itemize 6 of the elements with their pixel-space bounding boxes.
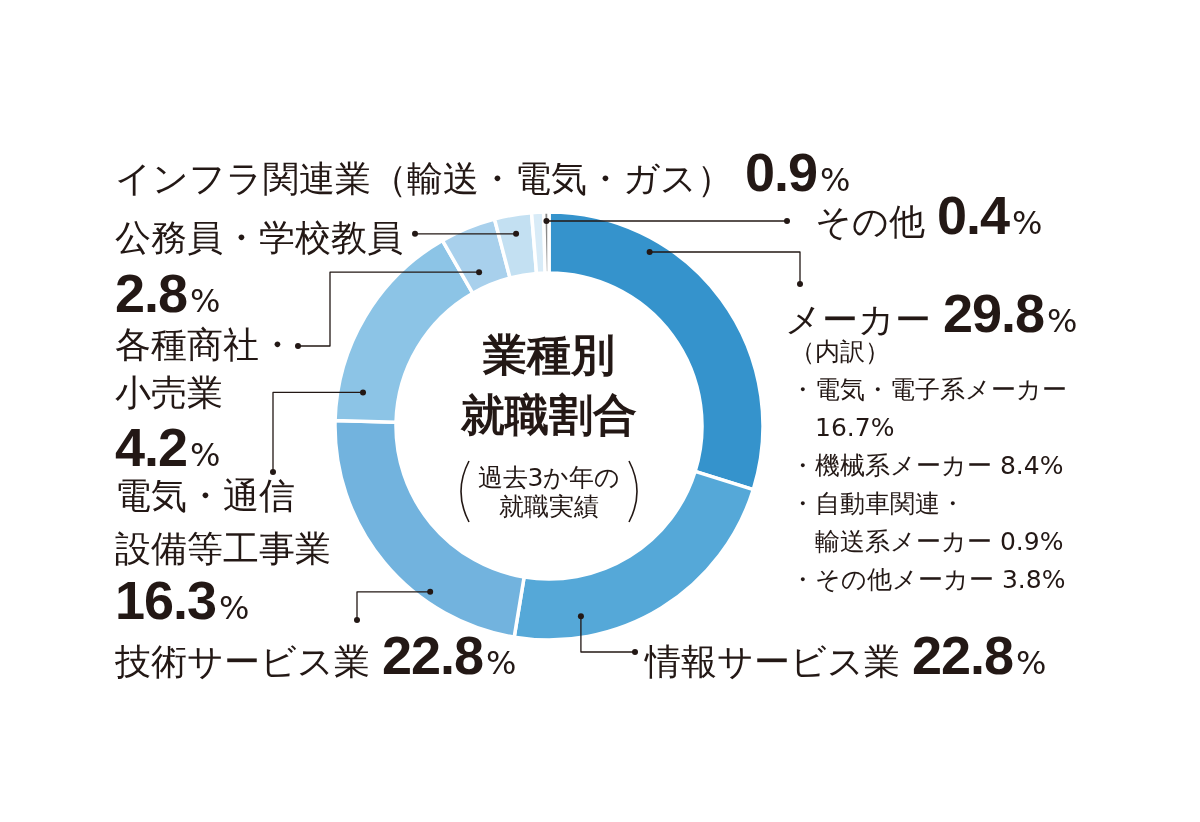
subtitle: 過去3か年の就職実績 (477, 463, 621, 521)
annotation: ・その他メーカー 3.8% (790, 564, 1067, 596)
annotation: ・電気・電子系メーカー 16.7% (790, 374, 1067, 444)
annotation: ・機械系メーカー 8.4% (790, 450, 1065, 482)
annotation: ・自動車関連・輸送系メーカー 0.9% (790, 488, 1065, 558)
title: 業種別就職割合 (461, 328, 637, 442)
